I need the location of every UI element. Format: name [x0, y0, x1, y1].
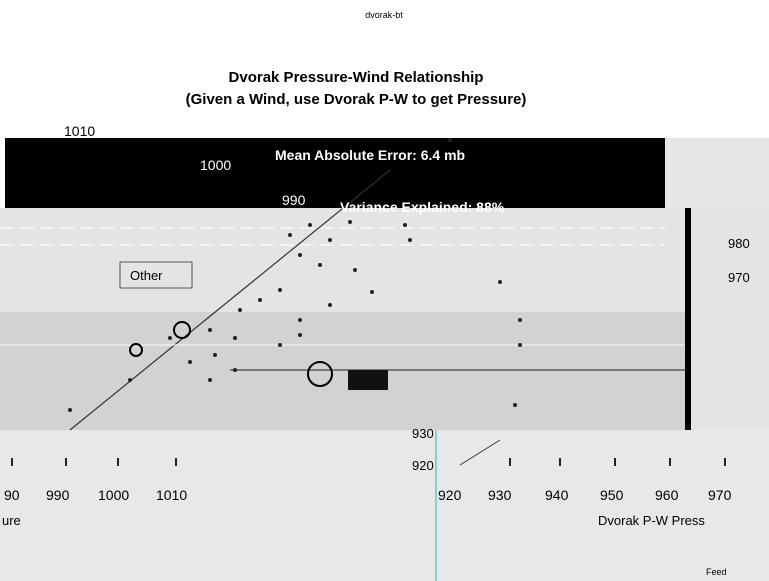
scatter-dot — [208, 328, 212, 332]
x-tick-label: 970 — [708, 487, 732, 503]
fit-line — [69, 169, 391, 431]
x-tick-label: 940 — [545, 487, 569, 503]
dark-band — [5, 138, 665, 208]
highlight-ring — [173, 321, 191, 339]
scatter-dot — [278, 343, 282, 347]
y-tick-label: 930 — [412, 426, 434, 441]
legend-box — [119, 261, 193, 289]
footer-label: Feed — [706, 567, 727, 577]
stat-text: Mean Absolute Error: 6.4 mb — [275, 147, 465, 163]
scatter-dot — [128, 378, 132, 382]
x-axis-label: ure — [2, 513, 21, 528]
scatter-dot — [238, 308, 242, 312]
scatter-dot — [188, 360, 192, 364]
scatter-dot — [518, 343, 522, 347]
scatter-dot — [68, 408, 72, 412]
highlight-ring — [307, 361, 333, 387]
y-tick-label: 1010 — [64, 123, 95, 139]
scatter-dot — [513, 403, 517, 407]
scatter-dot — [298, 253, 302, 257]
chart-subtitle: (Given a Wind, use Dvorak P-W to get Pre… — [186, 91, 527, 108]
x-axis-label: Dvorak P-W Press — [598, 513, 705, 528]
stat-text: Variance Explained: 88% — [340, 199, 505, 215]
scatter-dot — [408, 238, 412, 242]
scatter-dot — [498, 280, 502, 284]
scatter-dot — [308, 223, 312, 227]
scatter-dot — [298, 333, 302, 337]
divider — [685, 208, 691, 430]
x-tick-label: 950 — [600, 487, 624, 503]
marker-box — [348, 370, 388, 390]
scatter-dot — [328, 238, 332, 242]
x-tick-label: 920 — [438, 487, 462, 503]
x-tick-label: 90 — [4, 487, 20, 503]
y-tick-label: 980 — [728, 236, 750, 251]
legend-label: Other — [130, 268, 163, 283]
x-tick-label: 1000 — [98, 487, 129, 503]
scatter-dot — [403, 223, 407, 227]
x-tick-label: 960 — [655, 487, 679, 503]
plot-band — [0, 312, 690, 430]
scatter-dot — [348, 220, 352, 224]
y-tick-label: 1000 — [200, 157, 231, 173]
y-tick-label: 970 — [728, 270, 750, 285]
chart-title: Dvorak Pressure-Wind Relationship — [229, 69, 484, 86]
scatter-dot — [168, 336, 172, 340]
scatter-dot — [318, 263, 322, 267]
tab-title: dvorak-bt — [365, 10, 403, 20]
scatter-dot — [518, 318, 522, 322]
scatter-dot — [448, 138, 452, 142]
bottom-region — [0, 430, 769, 581]
scatter-dot — [233, 368, 237, 372]
y-tick-label: 920 — [412, 458, 434, 473]
scatter-dot — [353, 268, 357, 272]
scatter-dot — [278, 288, 282, 292]
scatter-dot — [328, 303, 332, 307]
scatter-dot — [213, 353, 217, 357]
highlight-ring — [129, 343, 143, 357]
scatter-dot — [370, 290, 374, 294]
fit-line-right — [459, 439, 501, 466]
scatter-dot — [208, 378, 212, 382]
scatter-dot — [298, 318, 302, 322]
scatter-dot — [233, 336, 237, 340]
x-tick-label: 1010 — [156, 487, 187, 503]
x-tick-label: 990 — [46, 487, 70, 503]
scatter-dot — [288, 233, 292, 237]
y-tick-label: 990 — [282, 192, 306, 208]
scatter-dot — [258, 298, 262, 302]
x-tick-label: 930 — [488, 487, 512, 503]
inset-top — [665, 138, 769, 208]
